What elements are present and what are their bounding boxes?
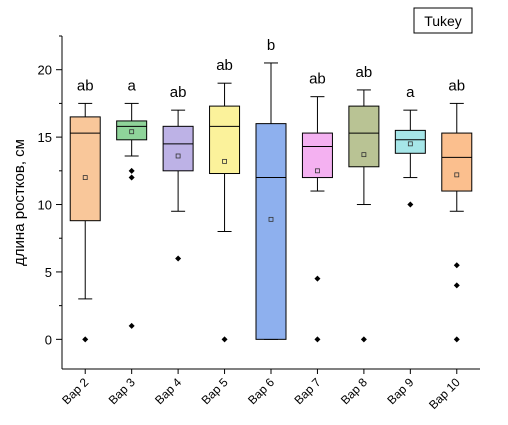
outlier-point — [407, 201, 414, 208]
box — [441, 132, 473, 192]
group-label: ab — [448, 77, 465, 94]
outlier-point — [128, 322, 135, 329]
group-label: ab — [77, 77, 94, 94]
box-group — [116, 102, 148, 329]
mean-marker — [454, 172, 460, 178]
box-group — [441, 102, 473, 343]
group-label: ab — [170, 84, 187, 101]
box-group — [209, 82, 241, 343]
x-tick-label: Вар 7 — [291, 375, 323, 407]
group-label: a — [127, 77, 136, 94]
y-tick-label: 10 — [38, 198, 52, 213]
mean-marker — [175, 153, 181, 159]
mean-marker — [82, 175, 88, 180]
mean-marker — [268, 216, 274, 222]
box — [209, 105, 241, 175]
group-label: b — [267, 37, 275, 54]
group-label: a — [406, 84, 415, 101]
y-tick-label: 5 — [45, 265, 52, 280]
y-axis-title: длина ростков, см — [11, 139, 28, 266]
x-tick-label: Вар 5 — [199, 375, 231, 407]
outlier-point — [128, 167, 135, 174]
x-tick-label: Вар 2 — [59, 375, 91, 407]
x-tick-label: Вар 4 — [152, 375, 184, 407]
box — [116, 120, 148, 141]
x-tick-label: Вар 9 — [384, 375, 416, 407]
y-tick-label: 0 — [45, 332, 52, 347]
outlier-point — [453, 282, 460, 289]
mean-marker — [361, 152, 367, 158]
x-tick-label: Вар 10 — [426, 375, 463, 412]
box-group — [69, 102, 101, 343]
tukey-legend: Tukey — [413, 7, 473, 34]
box — [255, 123, 287, 340]
tukey-legend-label: Tukey — [424, 13, 462, 29]
mean-marker — [222, 158, 227, 164]
box — [69, 116, 101, 222]
outlier-point — [453, 262, 460, 269]
labels: ab a ab ab b ab ab a ab — [77, 37, 465, 101]
group-label: ab — [356, 64, 373, 81]
boxes — [69, 62, 473, 343]
box-group — [348, 89, 380, 343]
y-tick-label: 15 — [38, 130, 52, 145]
mean-marker — [129, 129, 135, 135]
outlier-point — [221, 336, 228, 343]
outlier-point — [453, 336, 460, 343]
outlier-point — [314, 336, 321, 343]
outlier-point — [360, 336, 367, 343]
box-group — [162, 109, 194, 262]
group-label: ab — [216, 57, 233, 74]
box-group — [301, 96, 333, 343]
x-tick-label: Вар 6 — [245, 375, 277, 407]
group-label: ab — [309, 71, 326, 88]
mean-marker — [315, 168, 320, 174]
outlier-point — [128, 174, 135, 181]
outlier-point — [175, 255, 182, 262]
y-tick-label: 20 — [38, 63, 52, 78]
outlier-point — [314, 275, 321, 282]
box — [348, 105, 380, 168]
x-tick-label: Вар 3 — [106, 375, 138, 407]
box-group — [394, 109, 426, 208]
box-group — [255, 62, 287, 340]
mean-marker — [407, 141, 413, 147]
x-tick-label: Вар 8 — [338, 375, 370, 407]
box — [162, 125, 194, 172]
tukey-legend-box — [413, 7, 473, 34]
box — [301, 132, 333, 179]
outlier-point — [82, 336, 89, 343]
